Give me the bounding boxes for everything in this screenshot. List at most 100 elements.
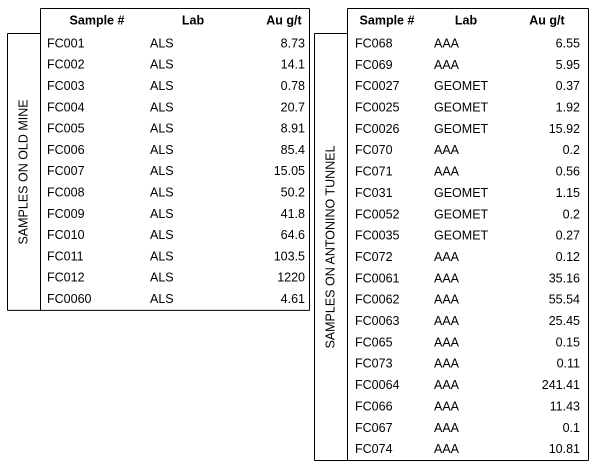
table-cell: FC009 — [47, 207, 85, 221]
table-cell: FC069 — [355, 58, 393, 72]
table-cell: FC074 — [355, 442, 393, 456]
table-cell: FC0035 — [355, 229, 400, 243]
table-cell: 41.8 — [281, 207, 305, 221]
table-cell: FC0061 — [355, 271, 400, 285]
table-cell: AAA — [434, 250, 460, 264]
table-cell: ALS — [150, 143, 174, 157]
table-cell: AAA — [434, 143, 460, 157]
table-cell: FC006 — [47, 143, 85, 157]
table-cell: FC0063 — [355, 314, 400, 328]
table-cell: 0.27 — [556, 229, 580, 243]
table-cell: FC008 — [47, 186, 85, 200]
table-cell: ALS — [150, 79, 174, 93]
table-cell: 0.15 — [556, 335, 580, 349]
table-cell: FC031 — [355, 186, 393, 200]
table-cell: AAA — [434, 58, 460, 72]
table-cell: 14.1 — [281, 58, 305, 72]
table-cell: 8.91 — [281, 122, 305, 136]
table-cell: FC071 — [355, 165, 393, 179]
table-cell: 15.05 — [274, 164, 305, 178]
table-cell: ALS — [150, 164, 174, 178]
table-cell: 0.2 — [563, 207, 580, 221]
table-cell: AAA — [434, 421, 460, 435]
table-cell: 10.81 — [549, 442, 580, 456]
table-cell: FC004 — [47, 100, 85, 114]
table-cell: ALS — [150, 228, 174, 242]
table-cell: FC073 — [355, 357, 393, 371]
table-cell: 5.95 — [556, 58, 580, 72]
table-cell: ALS — [150, 58, 174, 72]
table-cell: 35.16 — [549, 271, 580, 285]
table-cell: AAA — [434, 293, 460, 307]
table-cell: FC070 — [355, 143, 393, 157]
table-cell: ALS — [150, 100, 174, 114]
table-cell: FC0026 — [355, 122, 400, 136]
table-cell: ALS — [150, 122, 174, 136]
table-cell: FC007 — [47, 164, 85, 178]
group-label: SAMPLES ON ANTONINO TUNNEL — [323, 145, 337, 348]
table-cell: ALS — [150, 249, 174, 263]
table-cell: 0.78 — [281, 79, 305, 93]
table-cell: 11.43 — [550, 399, 580, 413]
column-header: Lab — [455, 13, 478, 27]
table-cell: FC003 — [47, 79, 85, 93]
table-cell: AAA — [434, 36, 460, 50]
table-cell: FC0052 — [355, 207, 400, 221]
table-cell: 25.45 — [549, 314, 580, 328]
table-cell: 103.5 — [274, 249, 305, 263]
table-cell: FC0062 — [355, 293, 400, 307]
table-cell: 1.92 — [556, 101, 580, 115]
table-cell: ALS — [150, 186, 174, 200]
column-header: Au g/t — [266, 13, 302, 27]
table-cell: FC0025 — [355, 101, 400, 115]
table-cell: FC011 — [47, 249, 84, 263]
table-cell: FC068 — [355, 36, 393, 50]
table-cell: AAA — [434, 378, 460, 392]
table-cell: 0.2 — [563, 143, 580, 157]
column-header: Sample # — [70, 13, 125, 27]
table-cell: GEOMET — [434, 122, 489, 136]
column-header: Au g/t — [529, 13, 565, 27]
table-cell: GEOMET — [434, 186, 489, 200]
table-cell: AAA — [434, 442, 460, 456]
table-cell: 64.6 — [281, 228, 305, 242]
table-cell: FC0064 — [355, 378, 400, 392]
table-cell: 85.4 — [281, 143, 305, 157]
table-cell: GEOMET — [434, 207, 489, 221]
table-cell: 55.54 — [549, 293, 580, 307]
table-cell: GEOMET — [434, 79, 489, 93]
table-cell: AAA — [434, 165, 460, 179]
table-cell: FC067 — [355, 421, 393, 435]
table-cell: FC066 — [355, 399, 393, 413]
table-cell: 0.56 — [556, 165, 580, 179]
table-cell: ALS — [150, 36, 174, 50]
table-cell: ALS — [150, 207, 174, 221]
table-cell: AAA — [434, 271, 460, 285]
table-cell: 0.1 — [563, 421, 580, 435]
table-cell: 4.61 — [281, 292, 305, 306]
table-cell: ALS — [150, 292, 174, 306]
table-cell: AAA — [434, 335, 460, 349]
table-cell: FC012 — [47, 271, 85, 285]
table-cell: 0.12 — [556, 250, 580, 264]
table-cell: 20.7 — [281, 100, 305, 114]
table-cell: 50.2 — [281, 186, 305, 200]
table-cell: 1220 — [277, 271, 305, 285]
table-cell: 8.73 — [281, 36, 305, 50]
table-cell: GEOMET — [434, 229, 489, 243]
table-cell: FC001 — [47, 36, 85, 50]
table-cell: FC005 — [47, 122, 85, 136]
table-cell: AAA — [434, 357, 460, 371]
column-header: Sample # — [360, 13, 415, 27]
table-cell: 241.41 — [542, 378, 580, 392]
table-cell: 6.55 — [556, 36, 580, 50]
table-cell: FC0027 — [355, 79, 400, 93]
table-cell: ALS — [150, 271, 174, 285]
table-cell: FC010 — [47, 228, 85, 242]
table-cell: FC065 — [355, 335, 393, 349]
table-cell: AAA — [434, 314, 460, 328]
table-cell: 1.15 — [556, 186, 580, 200]
table-cell: AAA — [434, 399, 460, 413]
group-label: SAMPLES ON OLD MINE — [16, 99, 30, 244]
